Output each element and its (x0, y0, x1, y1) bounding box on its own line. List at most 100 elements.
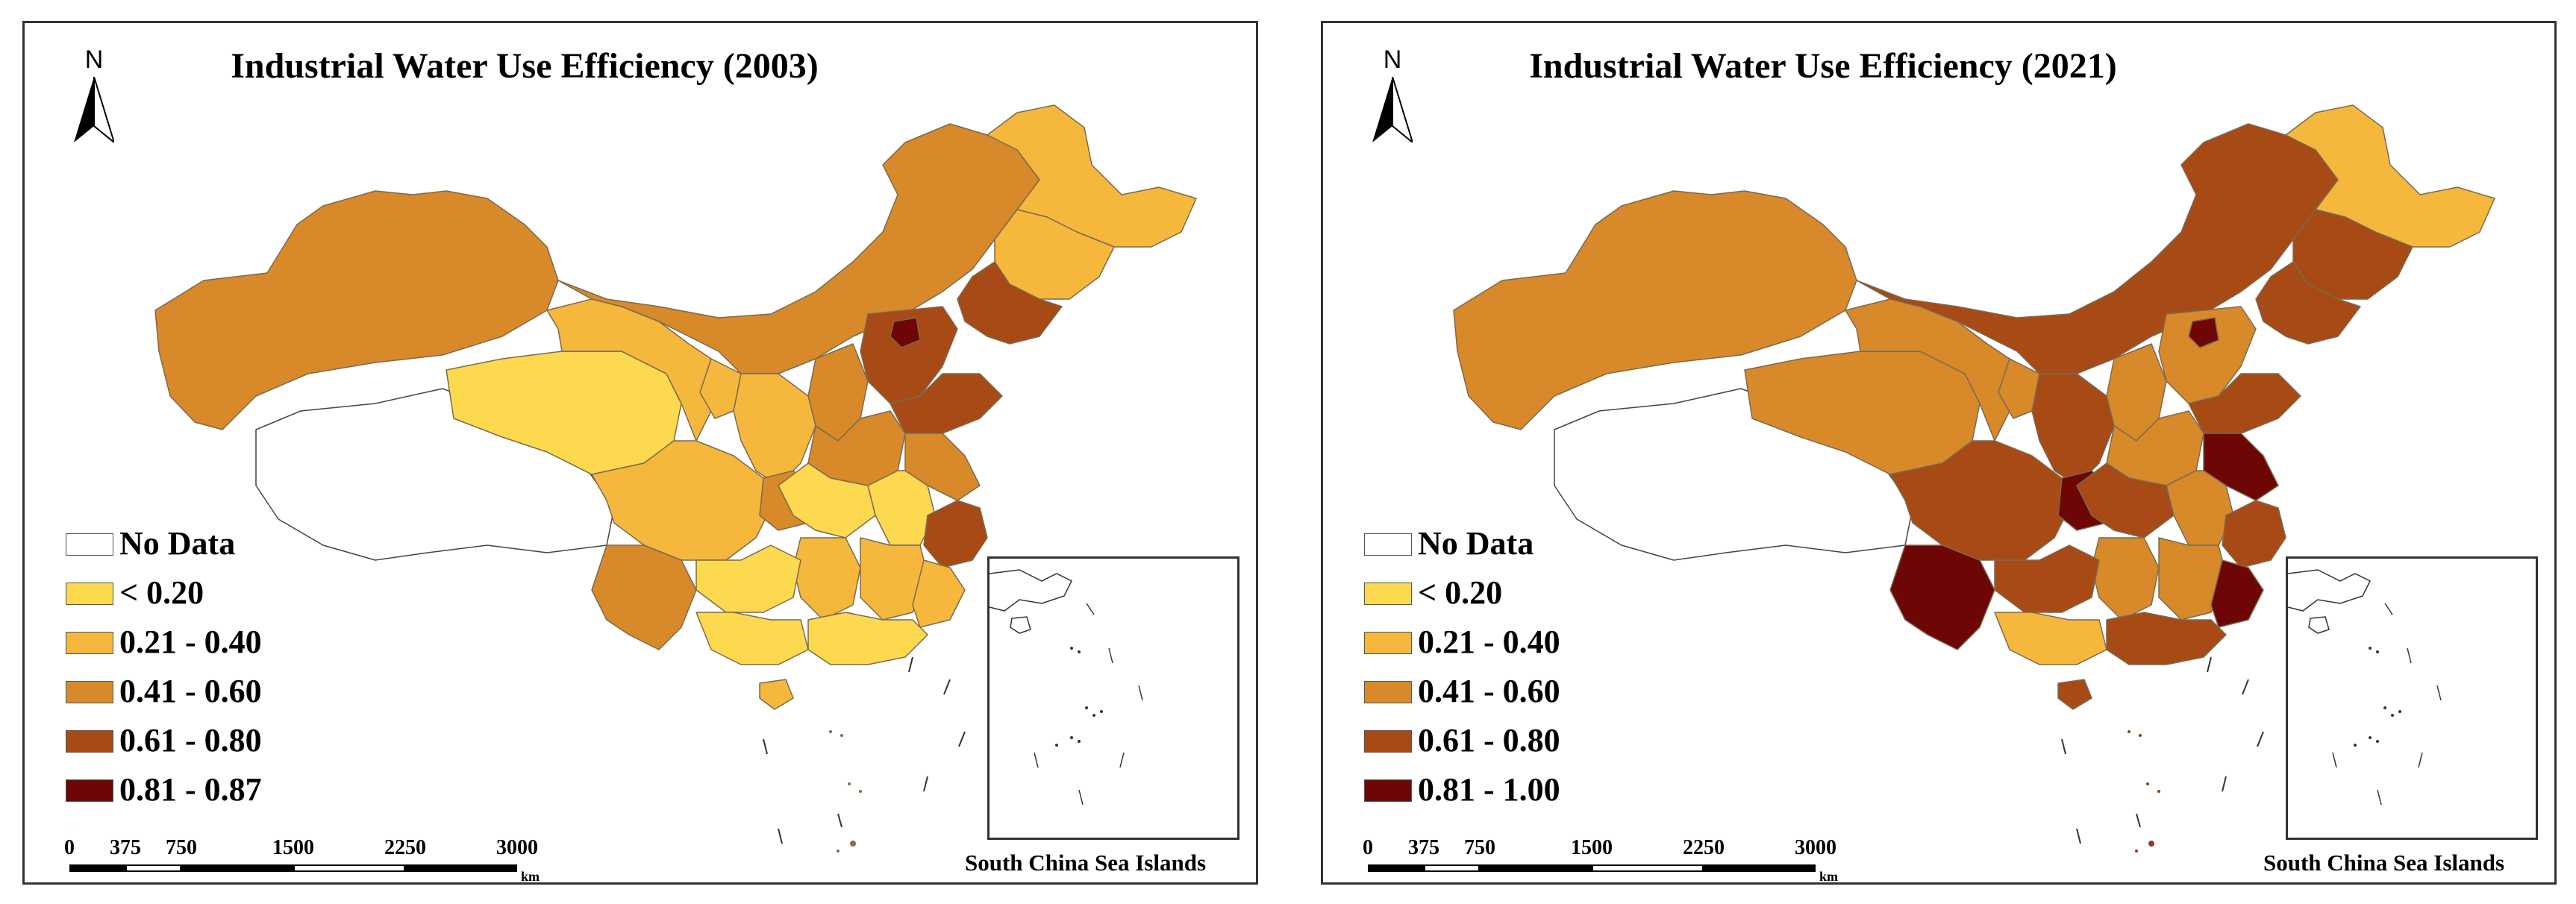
region-heilongjiang (2285, 104, 2495, 248)
legend-swatch (66, 533, 113, 556)
region-zhejiang (923, 500, 988, 568)
north-label: N (1383, 45, 1402, 74)
legend-item: 0.81 - 0.87 (66, 768, 379, 817)
legend-item: 0.41 - 0.60 (1364, 669, 1678, 718)
map-title: Industrial Water Use Efficiency (2003) (231, 46, 819, 86)
legend-item: < 0.20 (1364, 571, 1678, 620)
inset-label: South China Sea Islands (965, 850, 1207, 876)
legend-swatch (1364, 730, 1412, 753)
inset-map (2286, 556, 2538, 840)
legend-swatch (66, 681, 113, 703)
region-guangdong (2106, 612, 2227, 665)
region-guizhou (1994, 544, 2100, 613)
scale-tick: 1500 (1571, 836, 1613, 859)
north-arrow: N (68, 45, 120, 142)
region-jilin (994, 209, 1115, 300)
scale-tick: 750 (1464, 836, 1495, 859)
legend: No Data < 0.20 0.21 - 0.40 0.41 - 0.60 0… (1364, 521, 1678, 817)
region-fujian (2210, 559, 2264, 628)
region-hainan (759, 679, 794, 710)
legend-swatch (66, 632, 113, 654)
region-hubei (778, 462, 876, 539)
scale-unit: km (521, 869, 540, 884)
legend-item: No Data (66, 521, 379, 571)
region-beijing (2188, 317, 2219, 348)
region-hubei (2076, 462, 2175, 539)
legend-swatch (66, 730, 113, 753)
region-hebei (2158, 306, 2257, 404)
north-arrow: N (1366, 45, 1419, 142)
legend-label: < 0.20 (119, 574, 204, 611)
legend-label: No Data (119, 525, 236, 562)
region-hunan (793, 537, 861, 621)
region-hunan (2091, 537, 2160, 621)
region-beijing (890, 317, 921, 348)
legend-label: No Data (1418, 525, 1534, 562)
map-panel-2021: Industrial Water Use Efficiency (2021) N (1321, 21, 2557, 885)
region-sichuan (591, 440, 772, 561)
region-guangxi (1994, 612, 2107, 665)
inset-map-graphic (2287, 569, 2442, 806)
scale-tick: 0 (1363, 836, 1373, 859)
map-panel-2003: Industrial Water Use Efficiency (2003) N (22, 21, 1258, 885)
map-title: Industrial Water Use Efficiency (2021) (1529, 46, 2117, 86)
region-heilongjiang (987, 104, 1197, 248)
region-hainan (2057, 679, 2092, 710)
legend-item: 0.41 - 0.60 (66, 669, 379, 718)
scale-bar: 0 375 750 1500 2250 3000 km (1363, 836, 1890, 882)
north-arrow-icon (74, 77, 114, 142)
region-jilin (2292, 209, 2413, 300)
inset-map (987, 556, 1239, 840)
region-yunnan (1889, 544, 1995, 650)
legend-swatch (1364, 779, 1412, 802)
legend-item: 0.21 - 0.40 (1364, 620, 1678, 669)
legend-swatch (1364, 681, 1412, 703)
legend-label: 0.81 - 0.87 (119, 771, 262, 808)
inset-label: South China Sea Islands (2263, 850, 2505, 876)
scale-tick: 375 (1408, 836, 1439, 859)
legend-item: No Data (1364, 521, 1678, 571)
region-fujian (912, 559, 966, 628)
scale-tick: 2250 (1683, 836, 1725, 859)
region-liaoning (957, 261, 1063, 345)
legend-label: 0.41 - 0.60 (1418, 673, 1560, 709)
scale-unit: km (1819, 869, 1839, 884)
region-guangdong (807, 612, 928, 665)
region-liaoning (2255, 261, 2361, 345)
scale-tick: 3000 (496, 836, 538, 859)
legend-item: 0.61 - 0.80 (1364, 718, 1678, 768)
region-hebei (860, 306, 958, 404)
legend-label: 0.61 - 0.80 (1418, 722, 1560, 759)
legend-item: 0.61 - 0.80 (66, 718, 379, 768)
scale-tick: 1500 (272, 836, 314, 859)
legend-item: 0.21 - 0.40 (66, 620, 379, 669)
legend-swatch (1364, 632, 1412, 654)
legend-label: 0.81 - 1.00 (1418, 771, 1560, 808)
scale-tick: 375 (110, 836, 141, 859)
region-guangxi (695, 612, 809, 665)
region-guizhou (695, 544, 801, 613)
region-sichuan (1889, 440, 2070, 561)
north-label: N (84, 45, 104, 74)
legend: No Data < 0.20 0.21 - 0.40 0.41 - 0.60 0… (66, 521, 379, 817)
scale-tick: 0 (64, 836, 75, 859)
legend-label: < 0.20 (1418, 574, 1503, 611)
legend-swatch (1364, 583, 1412, 605)
scale-bar: 0 375 750 1500 2250 3000 km (64, 836, 592, 882)
region-ningxia (699, 358, 742, 419)
legend-item: 0.81 - 1.00 (1364, 768, 1678, 817)
legend-item: < 0.20 (66, 571, 379, 620)
scale-tick: 750 (166, 836, 197, 859)
china-map (154, 104, 1197, 853)
china-map (1453, 104, 2495, 853)
north-arrow-icon (1372, 77, 1413, 142)
scale-tick: 2250 (384, 836, 426, 859)
legend-label: 0.41 - 0.60 (119, 673, 262, 709)
legend-label: 0.61 - 0.80 (119, 722, 262, 759)
legend-swatch (1364, 533, 1412, 556)
legend-label: 0.21 - 0.40 (119, 624, 262, 660)
legend-label: 0.21 - 0.40 (1418, 624, 1560, 660)
region-zhejiang (2222, 500, 2286, 568)
scale-tick: 3000 (1795, 836, 1836, 859)
region-ningxia (1998, 358, 2040, 419)
